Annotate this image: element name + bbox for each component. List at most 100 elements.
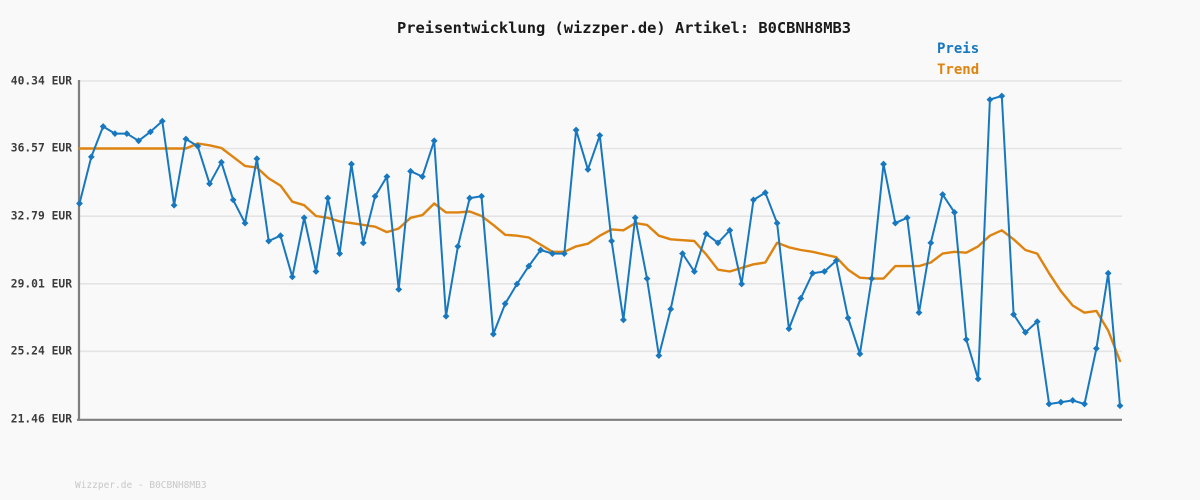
price-point-marker bbox=[974, 375, 982, 383]
price-point-marker bbox=[324, 194, 332, 202]
y-tick-label: 21.46 EUR bbox=[10, 412, 72, 426]
price-point-marker bbox=[915, 309, 923, 317]
price-point-marker bbox=[87, 153, 95, 161]
price-point-marker bbox=[158, 117, 166, 125]
y-tick-label: 40.34 EUR bbox=[10, 74, 72, 88]
price-point-marker bbox=[194, 142, 202, 150]
price-point-marker bbox=[643, 275, 651, 283]
price-point-marker bbox=[217, 158, 225, 166]
price-point-marker bbox=[951, 209, 958, 216]
price-point-marker bbox=[572, 126, 580, 134]
price-point-marker bbox=[998, 92, 1006, 100]
price-point-marker bbox=[147, 128, 154, 136]
price-point-marker bbox=[111, 130, 119, 138]
price-point-marker bbox=[99, 123, 107, 130]
price-point-marker bbox=[1104, 269, 1112, 277]
price-point-marker bbox=[596, 132, 604, 139]
y-tick-label: 25.24 EUR bbox=[10, 344, 72, 358]
price-point-marker bbox=[821, 268, 828, 275]
price-point-marker bbox=[170, 201, 178, 209]
price-point-marker bbox=[206, 180, 213, 188]
price-point-marker bbox=[288, 273, 296, 281]
price-point-marker bbox=[679, 250, 686, 257]
price-point-marker bbox=[797, 294, 805, 302]
price-point-marker bbox=[655, 352, 663, 360]
price-point-marker bbox=[1045, 400, 1053, 408]
price-point-marker bbox=[1092, 345, 1100, 352]
price-point-marker bbox=[277, 232, 284, 240]
price-point-marker bbox=[738, 280, 746, 288]
price-point-marker bbox=[750, 196, 757, 204]
price-point-marker bbox=[501, 300, 509, 308]
price-point-marker bbox=[418, 173, 426, 180]
price-line bbox=[78, 95, 1121, 407]
price-point-marker bbox=[253, 155, 261, 163]
price-point-marker bbox=[359, 239, 367, 247]
price-point-marker bbox=[619, 316, 627, 324]
price-point-marker bbox=[1116, 402, 1124, 410]
price-point-marker bbox=[939, 191, 947, 198]
price-point-marker bbox=[466, 194, 474, 202]
price-point-marker bbox=[714, 239, 722, 247]
price-point-marker bbox=[348, 160, 355, 168]
price-point-marker bbox=[513, 280, 521, 288]
price-point-marker bbox=[407, 167, 414, 175]
price-point-marker bbox=[809, 269, 816, 277]
price-point-marker bbox=[773, 219, 781, 227]
price-point-marker bbox=[336, 250, 344, 257]
price-point-marker bbox=[454, 243, 462, 250]
price-point-marker bbox=[182, 135, 190, 143]
watermark-text: Wizzper.de - B0CBNH8MB3 bbox=[75, 480, 207, 491]
trend-line bbox=[78, 142, 1122, 363]
price-point-marker bbox=[631, 214, 639, 222]
price-point-marker bbox=[785, 325, 793, 333]
y-tick-label: 36.57 EUR bbox=[10, 141, 72, 155]
price-point-marker bbox=[856, 350, 864, 358]
price-point-marker bbox=[868, 275, 876, 283]
y-tick-label: 32.79 EUR bbox=[10, 209, 72, 223]
price-point-marker bbox=[690, 268, 698, 275]
price-point-marker bbox=[430, 137, 438, 145]
price-point-marker bbox=[880, 160, 887, 168]
price-point-marker bbox=[761, 189, 769, 197]
price-point-marker bbox=[537, 246, 545, 254]
price-point-marker bbox=[560, 250, 568, 257]
price-point-marker bbox=[489, 330, 497, 338]
price-point-marker bbox=[265, 237, 273, 245]
price-point-marker bbox=[300, 214, 308, 222]
price-point-marker bbox=[832, 257, 840, 265]
price-point-marker bbox=[525, 262, 533, 270]
price-point-marker bbox=[986, 96, 994, 104]
chart-legend: Preis Trend bbox=[937, 39, 979, 81]
chart-title: Preisentwicklung (wizzper.de) Artikel: B… bbox=[396, 19, 852, 37]
price-point-marker bbox=[1010, 311, 1017, 318]
price-point-marker bbox=[135, 137, 143, 145]
price-point-marker bbox=[1081, 400, 1088, 408]
price-point-marker bbox=[371, 192, 379, 200]
price-point-marker bbox=[229, 196, 237, 204]
legend-item-preis: Preis bbox=[937, 41, 980, 57]
price-point-marker bbox=[844, 314, 852, 322]
price-point-marker bbox=[1022, 328, 1029, 336]
price-point-marker bbox=[903, 214, 911, 222]
price-point-marker bbox=[312, 268, 320, 275]
price-point-marker bbox=[549, 250, 556, 257]
price-point-marker bbox=[927, 239, 935, 247]
price-point-marker bbox=[1057, 398, 1065, 406]
y-tick-label: 29.01 EUR bbox=[10, 277, 72, 291]
price-point-marker bbox=[241, 219, 249, 227]
price-point-marker bbox=[123, 130, 131, 138]
price-point-marker bbox=[383, 173, 391, 180]
price-point-marker bbox=[962, 336, 970, 343]
legend-item-trend: Trend bbox=[937, 62, 980, 78]
price-point-marker bbox=[702, 230, 710, 238]
price-point-marker bbox=[608, 237, 615, 245]
price-point-marker bbox=[584, 166, 592, 173]
price-point-marker bbox=[726, 226, 734, 234]
price-point-marker bbox=[1069, 396, 1077, 404]
price-point-marker bbox=[76, 200, 83, 207]
price-point-marker bbox=[395, 285, 403, 293]
price-point-marker bbox=[1033, 318, 1041, 326]
